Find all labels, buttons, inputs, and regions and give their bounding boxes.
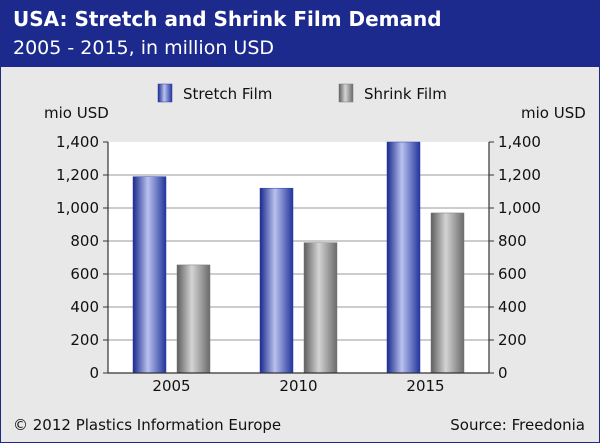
- y-tick-label-left: 1,000: [56, 199, 99, 217]
- shrink-film-bar: [176, 264, 211, 374]
- x-tick-label: 2005: [152, 377, 190, 395]
- y-tick-label-right: 400: [498, 298, 527, 316]
- y-tick-label-right: 1,200: [498, 166, 541, 184]
- legend-shrink-film-label: Shrink Film: [364, 85, 447, 103]
- stretch-film-bar: [386, 141, 421, 374]
- y-tick-label-right: 1,000: [498, 199, 541, 217]
- y-tick-label-right: 1,400: [498, 133, 541, 151]
- y-tick-label-left: 200: [70, 331, 99, 349]
- y-axis-label-left: mio USD: [44, 104, 109, 122]
- y-tick-label-left: 600: [70, 265, 99, 283]
- y-tick-label-left: 1,200: [56, 166, 99, 184]
- y-tick-label-right: 600: [498, 265, 527, 283]
- y-tick-label-left: 0: [89, 364, 99, 382]
- legend-shrink-film-swatch: [338, 83, 354, 103]
- legend-stretch-film-swatch: [157, 83, 173, 103]
- y-tick-label-right: 0: [498, 364, 508, 382]
- shrink-film-bar: [303, 242, 338, 374]
- y-tick-label-left: 400: [70, 298, 99, 316]
- plot-area: [108, 142, 489, 373]
- shrink-film-bar: [430, 212, 465, 374]
- y-axis-label-right: mio USD: [521, 104, 586, 122]
- y-tick-label-left: 800: [70, 232, 99, 250]
- stretch-film-bar: [132, 176, 167, 374]
- source-note: Source: Freedonia: [450, 416, 585, 434]
- chart-header: USA: Stretch and Shrink Film Demand 2005…: [1, 1, 599, 67]
- legend-stretch-film-label: Stretch Film: [183, 85, 272, 103]
- x-tick-label: 2010: [279, 377, 317, 395]
- x-tick-label: 2015: [406, 377, 444, 395]
- chart-title: USA: Stretch and Shrink Film Demand: [13, 7, 442, 31]
- copyright-note: © 2012 Plastics Information Europe: [13, 416, 282, 434]
- chart-subtitle: 2005 - 2015, in million USD: [13, 37, 275, 59]
- y-tick-label-right: 200: [498, 331, 527, 349]
- y-tick-label-left: 1,400: [56, 133, 99, 151]
- stretch-film-bar: [259, 187, 294, 374]
- y-tick-label-right: 800: [498, 232, 527, 250]
